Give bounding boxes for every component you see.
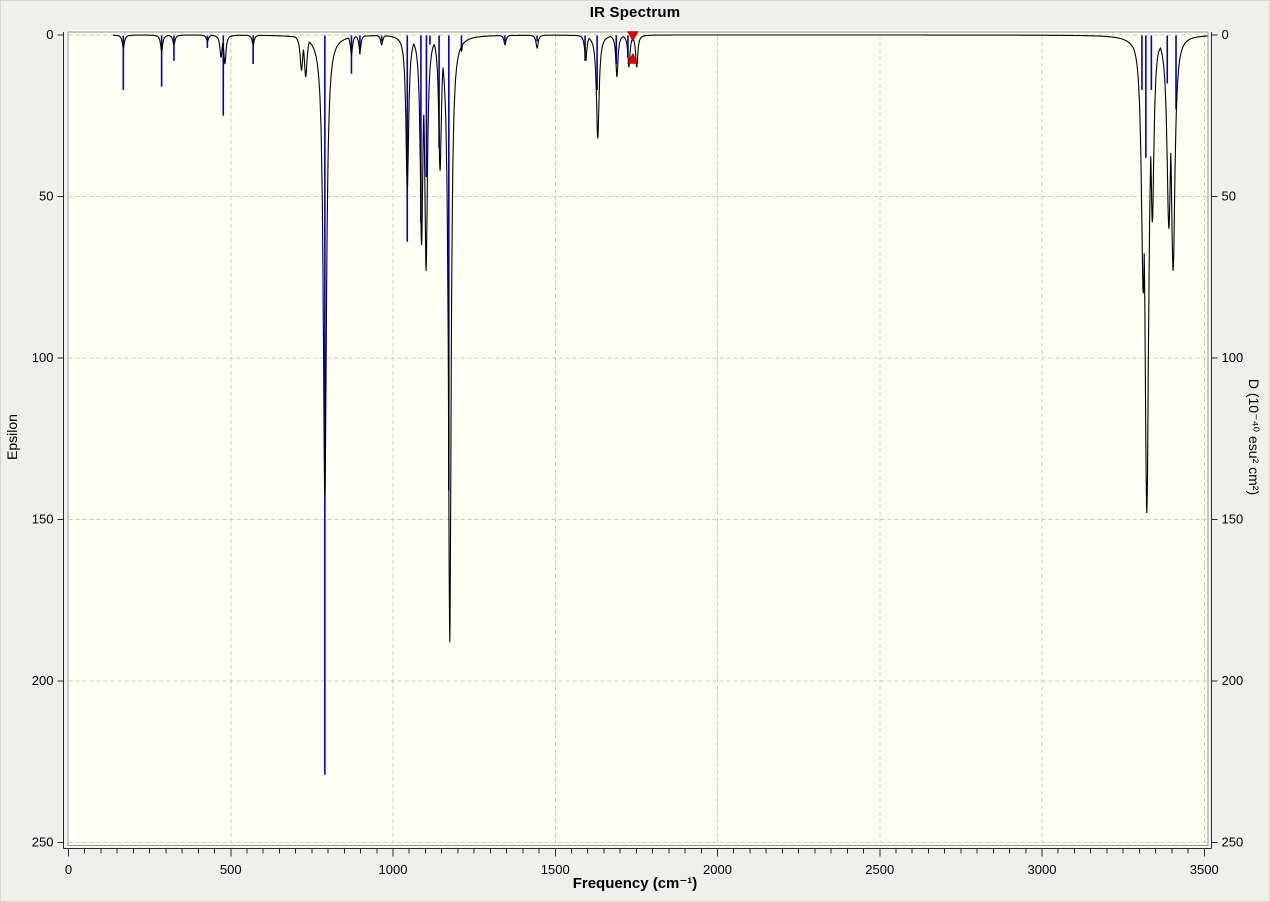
tick-label: 3500 (1190, 862, 1219, 877)
tick-label: 100 (32, 350, 54, 365)
tick-label: 200 (32, 673, 54, 688)
tick-label: 1000 (379, 862, 408, 877)
tick-label: 3000 (1028, 862, 1057, 877)
tick-label: 0 (65, 862, 72, 877)
tick-label: 0 (1222, 27, 1229, 42)
tick-label: 500 (220, 862, 242, 877)
tick-label: 2000 (703, 862, 732, 877)
tick-label: 2500 (865, 862, 894, 877)
marker-arrow-up[interactable] (627, 52, 639, 64)
gridlines (68, 34, 1208, 843)
tick-label: 1500 (541, 862, 570, 877)
marker-arrow-down[interactable] (627, 31, 639, 42)
plot-border-highlight (66, 30, 1210, 847)
tick-label: 250 (1222, 834, 1244, 849)
selected-mode-marker[interactable] (627, 31, 639, 64)
axes (57, 32, 1218, 857)
tick-label: 250 (32, 834, 54, 849)
tick-label: 0 (46, 27, 53, 42)
spectrum-curve (113, 34, 1208, 643)
tick-label: 150 (1222, 511, 1244, 526)
tick-label: 100 (1222, 350, 1244, 365)
tick-label: 200 (1222, 673, 1244, 688)
tick-label: 50 (39, 188, 53, 203)
plot-background (67, 31, 1209, 846)
tick-label: 50 (1222, 188, 1236, 203)
x-axis-label: Frequency (cm⁻¹) (572, 875, 698, 892)
chart-title: IR Spectrum (589, 4, 681, 21)
tick-label: 150 (32, 511, 54, 526)
